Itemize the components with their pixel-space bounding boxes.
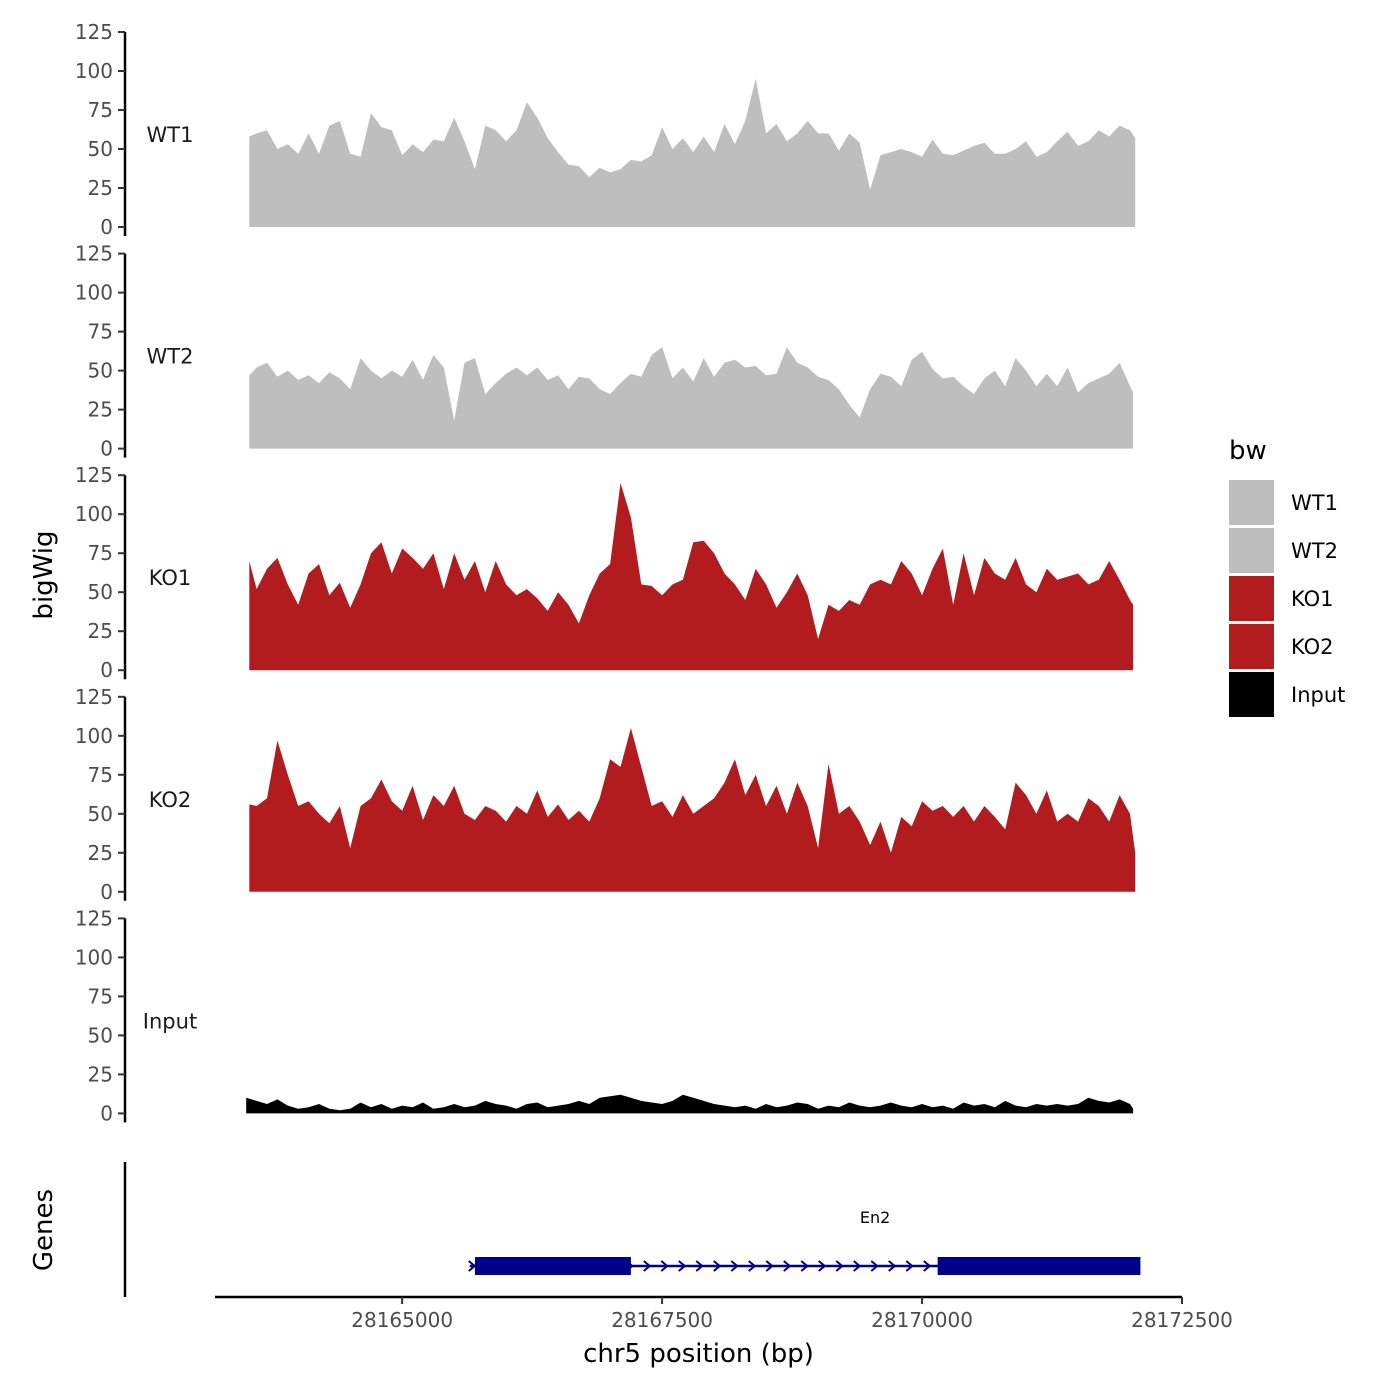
track-label-Input: Input (143, 1009, 197, 1033)
coverage-area-WT2 (249, 347, 1134, 449)
gene-strand-chevron (748, 1260, 757, 1272)
y-tick-label: 100 (75, 724, 113, 748)
y-tick-label: 100 (75, 502, 113, 526)
y-tick-label: 125 (75, 463, 113, 487)
y-tick-label: 75 (88, 984, 113, 1008)
x-tick-label: 28172500 (1131, 1308, 1233, 1332)
y-tick-label: 75 (88, 98, 113, 122)
legend-label-Input: Input (1291, 683, 1345, 707)
gene-strand-chevron (765, 1260, 774, 1272)
x-tick-label: 28165000 (351, 1308, 453, 1332)
gene-strand-chevron (695, 1260, 704, 1272)
gene-strand-chevron (713, 1260, 722, 1272)
y-tick-label: 75 (88, 320, 113, 344)
y-tick-label: 0 (100, 880, 113, 904)
y-tick-label: 50 (88, 137, 113, 161)
coverage-area-Input (246, 1094, 1134, 1114)
y-tick-label: 0 (100, 437, 113, 461)
legend-key-Input (1229, 672, 1274, 717)
y-tick-label: 100 (75, 281, 113, 305)
gene-strand-chevron (870, 1260, 879, 1272)
x-axis-title: chr5 position (bp) (583, 1339, 814, 1369)
y-tick-label: 0 (100, 215, 113, 239)
y-tick-label: 100 (75, 59, 113, 83)
y-tick-label: 100 (75, 945, 113, 969)
y-tick-label: 125 (75, 685, 113, 709)
gene-strand-chevron (468, 1260, 477, 1272)
gene-strand-chevron (660, 1260, 669, 1272)
gene-strand-chevron (678, 1260, 687, 1272)
track-label-WT2: WT2 (147, 345, 194, 369)
y-tick-label: 0 (100, 658, 113, 682)
gene-exon (474, 1257, 631, 1275)
gene-strand-chevron (783, 1260, 792, 1272)
gene-strand-chevron (800, 1260, 809, 1272)
y-tick-label: 75 (88, 763, 113, 787)
y-axis-title: bigWig (29, 530, 59, 619)
legend-title: bw (1229, 436, 1267, 466)
y-tick-label: 50 (88, 1023, 113, 1047)
legend-key-KO1 (1229, 576, 1274, 621)
gene-exon (937, 1257, 1141, 1275)
y-tick-label: 25 (88, 619, 113, 643)
x-tick-label: 28170000 (871, 1308, 973, 1332)
legend-label-KO1: KO1 (1291, 587, 1334, 611)
genes-track-title: Genes (29, 1189, 59, 1271)
gene-strand-chevron (888, 1260, 897, 1272)
coverage-area-KO1 (249, 483, 1134, 671)
track-label-KO2: KO2 (149, 788, 192, 812)
y-tick-label: 50 (88, 802, 113, 826)
legend-label-WT1: WT1 (1291, 491, 1338, 515)
y-tick-label: 50 (88, 580, 113, 604)
coverage-area-WT1 (249, 78, 1136, 227)
gene-strand-chevron (905, 1260, 914, 1272)
gene-strand-chevron (643, 1260, 652, 1272)
y-tick-label: 25 (88, 398, 113, 422)
y-tick-label: 25 (88, 841, 113, 865)
y-tick-label: 125 (75, 906, 113, 930)
x-tick-label: 28167500 (611, 1308, 713, 1332)
y-tick-label: 75 (88, 541, 113, 565)
gene-strand-chevron (853, 1260, 862, 1272)
legend-label-WT2: WT2 (1291, 539, 1338, 563)
y-tick-label: 25 (88, 1062, 113, 1086)
gene-strand-chevron (835, 1260, 844, 1272)
y-tick-label: 50 (88, 359, 113, 383)
legend-key-WT1 (1229, 480, 1274, 525)
y-tick-label: 25 (88, 176, 113, 200)
track-label-WT1: WT1 (147, 123, 194, 147)
gene-strand-chevron (818, 1260, 827, 1272)
gene-strand-chevron (730, 1260, 739, 1272)
legend-key-KO2 (1229, 624, 1274, 669)
legend-label-KO2: KO2 (1291, 635, 1334, 659)
gene-strand-chevron (923, 1260, 932, 1272)
track-label-KO1: KO1 (149, 566, 192, 590)
y-tick-label: 125 (75, 20, 113, 44)
coverage-area-KO2 (249, 728, 1136, 892)
gene-name-label: En2 (860, 1208, 890, 1227)
legend-key-WT2 (1229, 528, 1274, 573)
y-tick-label: 0 (100, 1101, 113, 1125)
y-tick-label: 125 (75, 242, 113, 266)
